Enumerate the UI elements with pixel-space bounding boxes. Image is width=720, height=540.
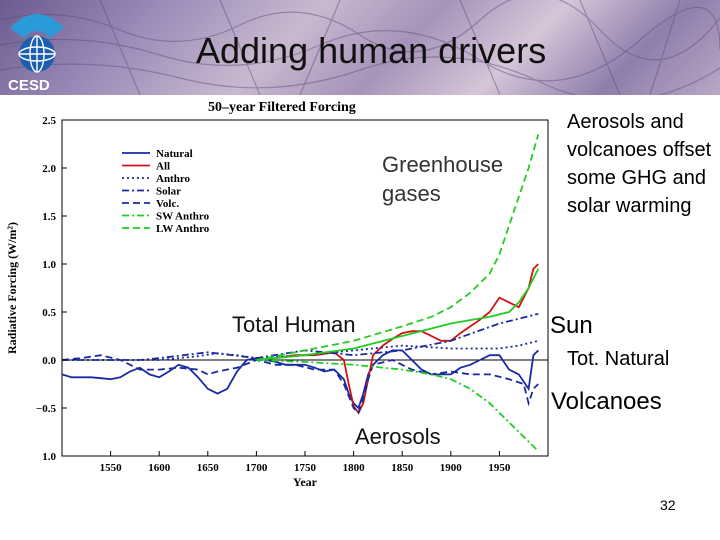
header-banner: CESD Adding human drivers: [0, 0, 720, 95]
annotation-aerosols: Aerosols: [355, 424, 441, 449]
legend-label: LW Anthro: [156, 223, 210, 235]
annotation-offset-note: Aerosols and volcanoes offset some GHG a…: [567, 111, 712, 217]
forcing-chart: 1550 1600 1650 1700 1750 1800 1850 1900 1950 2.5 2…: [5, 115, 549, 489]
annotation-tot-natural: Tot. Natural: [567, 348, 670, 370]
y-axis-title: Radiative Forcing (W/m²): [5, 222, 19, 354]
x-tick-label: 1750: [294, 462, 317, 474]
chart-title: 50–year Filtered Forcing: [208, 100, 356, 115]
x-tick-label: 1850: [391, 462, 414, 474]
series-solar-line: [62, 313, 539, 361]
series-lw-anthro-line: [256, 134, 540, 361]
legend-label: All: [156, 161, 170, 173]
x-tick-label: 1900: [440, 462, 463, 474]
x-tick-label: 1700: [245, 462, 268, 474]
y-tick-label: 0.5: [42, 307, 56, 319]
series-anthro-line: [62, 339, 539, 361]
x-tick-label: 1550: [100, 462, 123, 474]
globe-logo-icon: [10, 14, 64, 73]
legend-label: Natural: [156, 148, 193, 160]
series-total-anthro-line: [256, 268, 540, 361]
series-all-line: [256, 263, 539, 415]
legend-label: Anthro: [156, 173, 191, 185]
legend-label: Solar: [156, 186, 181, 198]
y-tick-label: 2.5: [42, 115, 56, 127]
legend-label: SW Anthro: [156, 211, 210, 223]
y-tick-label: 0.0: [42, 355, 56, 367]
series-natural-line: [61, 349, 539, 410]
x-tick-label: 1950: [488, 462, 511, 474]
page-number: 32: [660, 497, 676, 513]
x-tick-label: 1650: [197, 462, 220, 474]
banner-texture: [0, 0, 720, 95]
y-tick-label: 2.0: [42, 163, 56, 175]
legend-label: Volc.: [156, 198, 179, 210]
annotation-sun: Sun: [550, 312, 593, 339]
x-tick-label: 1600: [148, 462, 171, 474]
y-tick-label: 1.5: [42, 211, 56, 223]
annotation-total-human: Total Human: [232, 312, 356, 337]
series-volc-line: [61, 354, 539, 415]
logo-text: CESD: [8, 77, 50, 94]
chart-panel: [0, 96, 570, 496]
slide-title: Adding human drivers: [196, 30, 547, 71]
x-tick-label: 1800: [343, 462, 366, 474]
x-axis-title: Year: [293, 475, 318, 489]
y-tick-label: 1.0: [42, 451, 56, 463]
annotation-greenhouse-text: Greenhouse gases: [382, 152, 504, 206]
y-tick-label: −0.5: [36, 403, 57, 415]
annotation-volcanoes: Volcanoes: [551, 388, 662, 415]
annotation-greenhouse: Greenhouse gases: [382, 150, 552, 208]
y-tick-label: 1.0: [42, 259, 56, 271]
